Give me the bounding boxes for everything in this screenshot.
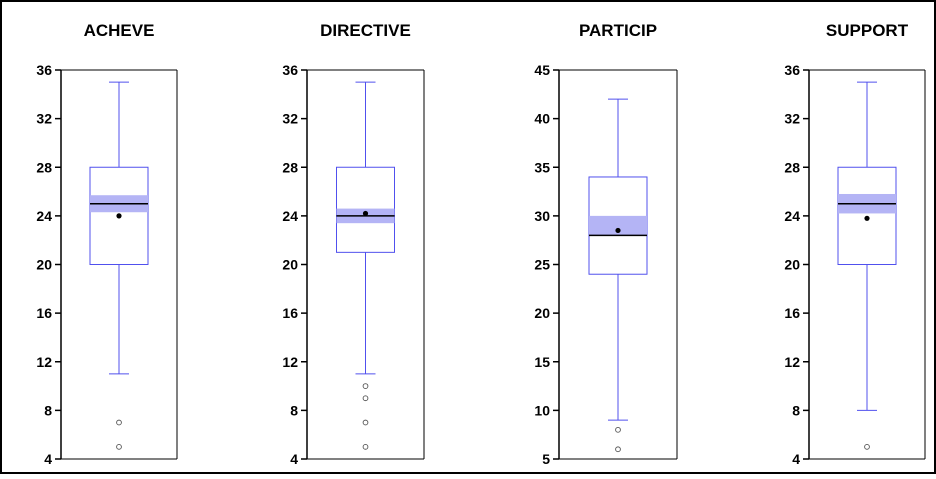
panel-4-mean-point (864, 216, 869, 221)
panel-1-title: ACHEVE (84, 21, 155, 40)
panel-2-outlier-point (363, 396, 368, 401)
panel-4-y-tick-label: 20 (784, 257, 800, 273)
panel-3-y-tick-label: 5 (542, 451, 550, 467)
panel-4-y-tick-label: 8 (792, 402, 800, 418)
panel-1-y-tick-label: 12 (36, 354, 52, 370)
panel-3-title: PARTICIP (579, 21, 657, 40)
panel-2-outlier-point (363, 384, 368, 389)
panel-4-y-tick-label: 16 (784, 305, 800, 321)
panel-2-y-tick-label: 24 (282, 208, 298, 224)
panel-3-y-tick-label: 15 (534, 354, 550, 370)
panel-3-y-tick-label: 20 (534, 305, 550, 321)
panel-3-y-tick-label: 25 (534, 257, 550, 273)
panel-1-outlier-point (117, 444, 122, 449)
panel-2-y-tick-label: 4 (290, 451, 298, 467)
panel-3-y-tick-label: 40 (534, 111, 550, 127)
panel-4-outlier-point (865, 444, 870, 449)
panel-1-y-tick-label: 20 (36, 257, 52, 273)
panel-2-y-tick-label: 16 (282, 305, 298, 321)
panel-2-y-tick-label: 20 (282, 257, 298, 273)
panel-2-title: DIRECTIVE (320, 21, 411, 40)
panel-3-outlier-point (616, 427, 621, 432)
panel-1-outlier-point (117, 420, 122, 425)
panel-2-y-tick-label: 36 (282, 62, 298, 78)
panel-1-y-tick-label: 4 (44, 451, 52, 467)
panel-1-y-tick-label: 16 (36, 305, 52, 321)
panel-1-y-tick-label: 32 (36, 111, 52, 127)
panel-2-y-tick-label: 8 (290, 402, 298, 418)
panel-2-mean-point (363, 211, 368, 216)
panel-4-y-tick-label: 12 (784, 354, 800, 370)
panel-2-y-tick-label: 32 (282, 111, 298, 127)
panel-3-mean-point (615, 228, 620, 233)
panel-2-y-tick-label: 12 (282, 354, 298, 370)
panel-4-y-tick-label: 32 (784, 111, 800, 127)
panel-2-y-tick-label: 28 (282, 159, 298, 175)
panel-2-outlier-point (363, 444, 368, 449)
panel-4-y-tick-label: 36 (784, 62, 800, 78)
panel-1-y-tick-label: 8 (44, 402, 52, 418)
panel-1-mean-point (116, 213, 121, 218)
panel-1-y-tick-label: 24 (36, 208, 52, 224)
panel-2-outlier-point (363, 420, 368, 425)
panel-1-y-tick-label: 28 (36, 159, 52, 175)
panel-4-y-tick-label: 4 (792, 451, 800, 467)
panel-3-y-tick-label: 35 (534, 159, 550, 175)
panel-3-outlier-point (616, 447, 621, 452)
panel-1-y-tick-label: 36 (36, 62, 52, 78)
panel-3-y-tick-label: 10 (534, 402, 550, 418)
panel-3-y-tick-label: 45 (534, 62, 550, 78)
panel-4-y-tick-label: 28 (784, 159, 800, 175)
panel-3-y-tick-label: 30 (534, 208, 550, 224)
panel-4-y-tick-label: 24 (784, 208, 800, 224)
panel-4-title: SUPPORT (826, 21, 909, 40)
